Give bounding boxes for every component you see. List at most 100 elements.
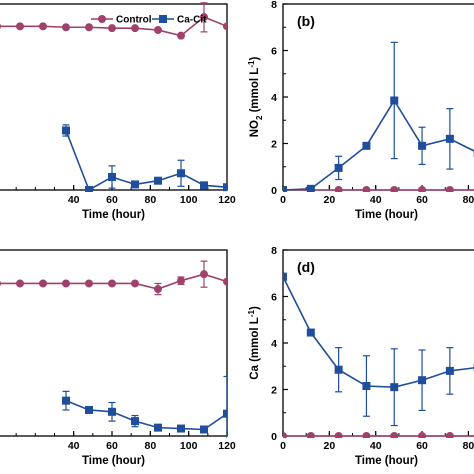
series-line xyxy=(65,130,227,192)
data-point xyxy=(85,23,93,32)
plot-frame xyxy=(0,3,228,191)
plot-area xyxy=(283,41,474,192)
series-ca-cit xyxy=(283,272,474,427)
data-point xyxy=(362,141,371,150)
data-point xyxy=(223,277,227,286)
plot-frame xyxy=(282,249,474,437)
series-line xyxy=(65,399,227,431)
data-point xyxy=(334,432,343,438)
data-point xyxy=(154,285,162,294)
data-point xyxy=(131,24,139,33)
data-point xyxy=(131,279,139,288)
data-point xyxy=(39,22,47,31)
data-point xyxy=(334,186,343,192)
x-tick-label: 40 xyxy=(370,194,382,206)
data-point xyxy=(131,417,139,426)
data-point xyxy=(390,383,399,392)
data-point xyxy=(108,24,116,33)
y-tick-label: 4 xyxy=(271,92,277,104)
data-point xyxy=(390,186,399,192)
plot-area xyxy=(283,272,474,438)
data-point xyxy=(85,405,93,414)
x-tick-label: 60 xyxy=(416,194,428,206)
x-tick-label: 60 xyxy=(106,194,118,206)
y-tick-label: 0 xyxy=(271,185,277,197)
series-ca-cit xyxy=(62,375,227,438)
y-axis-title-part: Ca (mmol L xyxy=(249,317,261,380)
data-point xyxy=(154,176,162,185)
data-point xyxy=(418,432,427,438)
legend-item: Ca-Cit xyxy=(152,15,207,26)
x-axis-title: Time (hour) xyxy=(82,455,145,467)
data-point xyxy=(223,183,227,192)
data-point xyxy=(16,22,24,31)
data-point xyxy=(62,23,70,32)
y-tick-label: 0 xyxy=(271,431,277,443)
panel-tag: (b) xyxy=(297,13,315,29)
y-axis-title-part: ) xyxy=(249,57,261,61)
x-tick-label: 80 xyxy=(463,194,474,206)
data-point xyxy=(200,425,208,434)
panel-d: 0 20 40 60 80 Time (hour) 0 2 4 6 8 Ca (mmol L-1) (d… xyxy=(247,245,474,467)
data-point xyxy=(108,172,116,181)
y-axis-title-part: NO xyxy=(249,120,261,137)
y-axis-title-part: 2 xyxy=(255,115,264,120)
series-ca-cit xyxy=(62,124,227,192)
x-axis-title: Time (hour) xyxy=(355,455,418,467)
data-point xyxy=(131,180,139,189)
data-point xyxy=(177,31,185,40)
series-line xyxy=(283,276,474,388)
x-tick-label: 120 xyxy=(218,194,236,206)
series-line xyxy=(283,98,474,191)
x-tick-label: 40 xyxy=(370,440,382,452)
data-point xyxy=(154,26,162,35)
data-point xyxy=(200,13,208,22)
data-point xyxy=(0,280,1,287)
data-point xyxy=(177,424,185,433)
x-tick-label: 20 xyxy=(324,440,336,452)
y-axis-title-part: ) xyxy=(249,306,261,310)
data-point xyxy=(306,328,315,337)
y-axis-title: NO2 (mmol L-1) xyxy=(247,57,264,138)
data-point xyxy=(200,181,208,190)
legend-marker xyxy=(159,15,167,23)
data-point xyxy=(283,272,287,281)
data-point xyxy=(177,276,185,285)
data-point xyxy=(283,432,287,438)
data-point xyxy=(283,186,287,192)
y-tick-label: 6 xyxy=(271,292,277,304)
legend-label: Control xyxy=(116,15,152,26)
data-point xyxy=(306,184,315,192)
y-axis-title-part: (mmol L xyxy=(249,68,261,116)
data-point xyxy=(334,365,343,374)
x-tick-label: 80 xyxy=(463,440,474,452)
data-point xyxy=(62,126,70,135)
data-point xyxy=(362,186,371,192)
x-tick-label: 100 xyxy=(180,440,198,452)
data-point xyxy=(39,279,47,288)
y-tick-label: 6 xyxy=(271,46,277,58)
data-point xyxy=(418,186,427,192)
y-tick-label: 4 xyxy=(271,338,277,350)
x-tick-label: 0 xyxy=(280,194,286,206)
plot-area xyxy=(0,260,227,438)
legend: Control Ca-Cit xyxy=(91,15,207,26)
data-point xyxy=(362,432,371,438)
x-tick-label: 20 xyxy=(324,194,336,206)
data-point xyxy=(85,186,93,192)
data-point xyxy=(445,432,454,438)
data-point xyxy=(390,432,399,438)
data-point xyxy=(200,270,208,279)
panel-tag: (d) xyxy=(297,259,315,275)
series-ca-cit xyxy=(283,41,474,192)
data-point xyxy=(223,409,227,418)
data-point xyxy=(108,407,116,416)
x-tick-label: 0 xyxy=(280,440,286,452)
y-axis-title: Ca (mmol L-1) xyxy=(247,306,261,380)
data-point xyxy=(418,376,427,385)
x-tick-label: 40 xyxy=(68,440,80,452)
data-point xyxy=(16,279,24,288)
y-tick-label: 8 xyxy=(271,0,277,11)
